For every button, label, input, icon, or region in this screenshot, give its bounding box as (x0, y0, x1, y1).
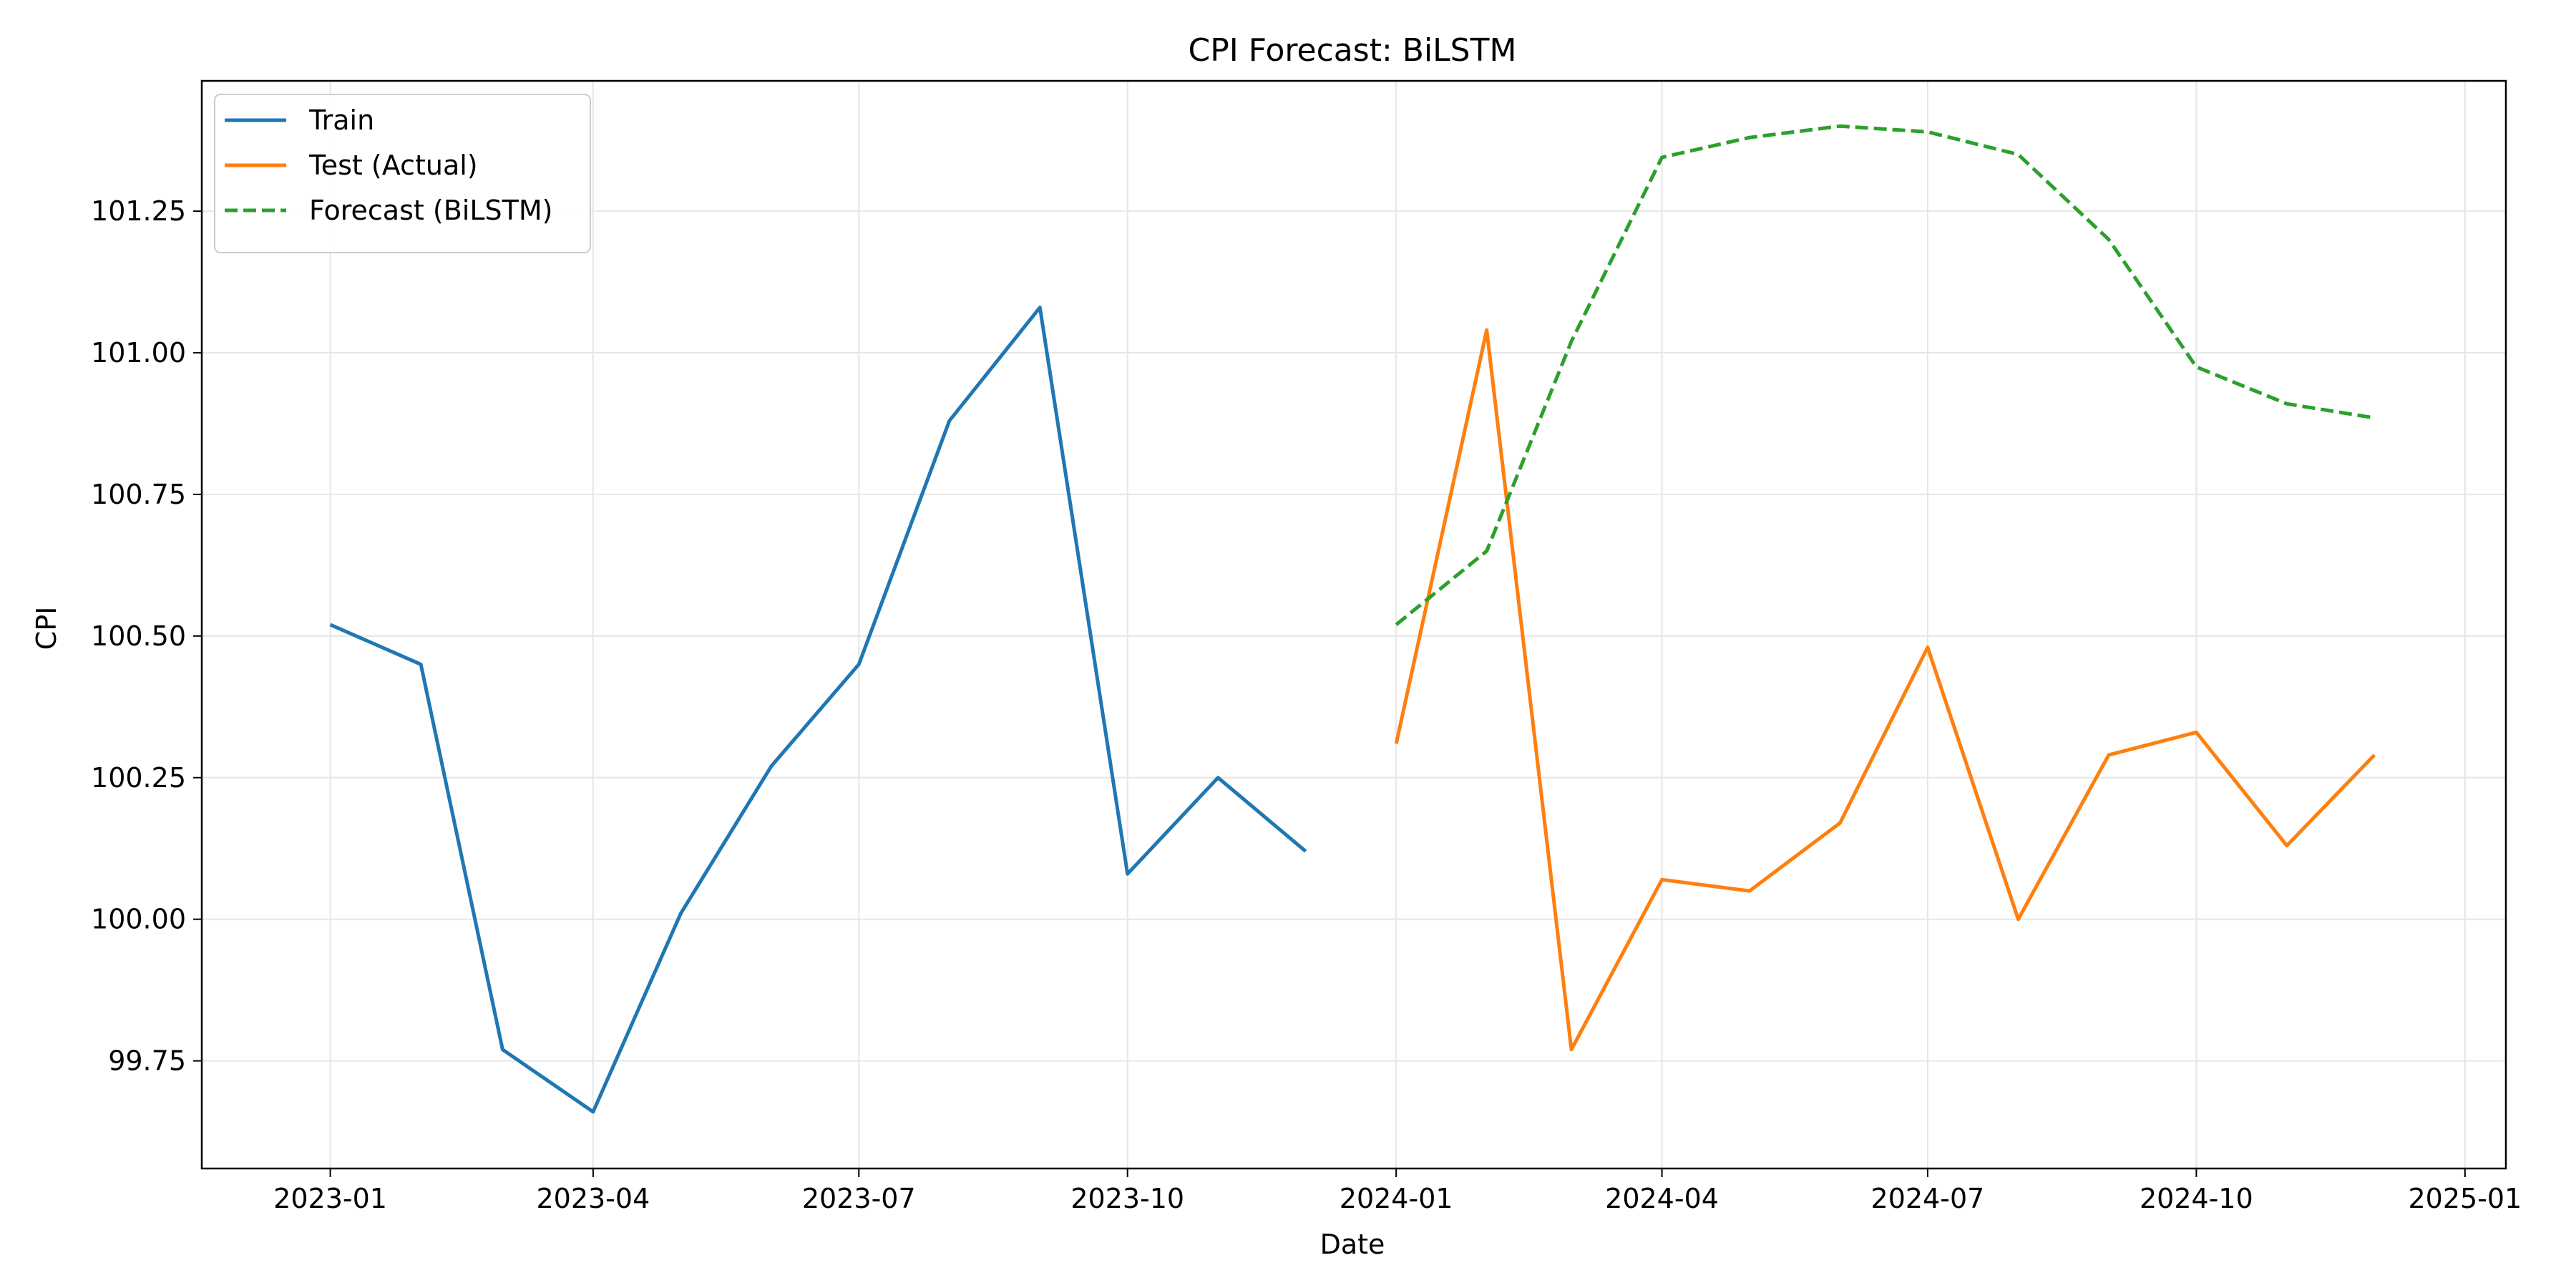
y-tick-label: 99.75 (108, 1045, 186, 1077)
x-tick-label: 2024-01 (1340, 1183, 1453, 1214)
x-tick-label: 2024-10 (2140, 1183, 2253, 1214)
x-tick-label: 2023-01 (273, 1183, 387, 1214)
legend-label-test-actual: Test (Actual) (308, 150, 478, 181)
x-tick-label: 2025-01 (2408, 1183, 2522, 1214)
y-tick-label: 100.75 (91, 479, 186, 510)
y-tick-label: 101.00 (91, 337, 186, 369)
x-tick-label: 2024-07 (1871, 1183, 1985, 1214)
series-line-test-actual (1394, 328, 2376, 1052)
x-axis-label: Date (1320, 1229, 1385, 1260)
plot-frame (200, 79, 2507, 1170)
legend: Train Test (Actual) Forecast (BiLSTM) (214, 94, 591, 253)
y-tick-label: 100.25 (91, 762, 186, 794)
grid (202, 81, 2506, 1169)
x-tick-label: 2023-10 (1070, 1183, 1184, 1214)
axis-ticks: 2023-01 2023-04 2023-07 2023-10 2024-01 2024-… (91, 195, 2522, 1214)
series-line-forecast-bilstm (1395, 124, 2375, 626)
legend-box (214, 94, 591, 253)
x-tick-label: 2023-04 (536, 1183, 650, 1214)
y-tick-label: 101.25 (91, 195, 186, 227)
chart-title: CPI Forecast: BiLSTM (1189, 32, 1517, 69)
y-axis-label: CPI (31, 607, 62, 650)
legend-label-train: Train (308, 104, 374, 136)
y-tick-label: 100.00 (91, 904, 186, 935)
series-lines (329, 124, 2376, 1114)
y-tick-label: 100.50 (91, 620, 186, 652)
legend-label-forecast-bilstm: Forecast (BiLSTM) (309, 195, 552, 226)
x-tick-label: 2023-07 (802, 1183, 916, 1214)
x-tick-label: 2024-04 (1605, 1183, 1719, 1214)
series-line-train (329, 306, 1307, 1114)
